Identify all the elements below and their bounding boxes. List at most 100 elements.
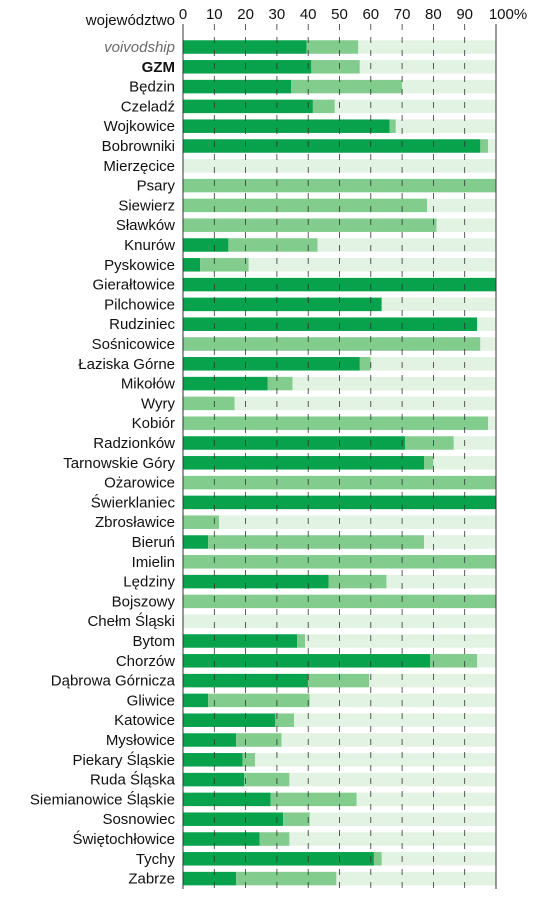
bar-segment-2-mysłowice (236, 733, 282, 747)
bar-segment-1-świętochłowice (183, 832, 260, 846)
category-label: Pilchowice (104, 296, 175, 313)
bar-segment-2-gliwice (208, 693, 310, 708)
x-tick-label: 20 (237, 6, 254, 23)
bar-segment-1-piekary-śląskie (183, 753, 243, 767)
bar-segment-3-knurów (317, 238, 496, 252)
bar-segment-1-bobrowniki (183, 139, 481, 153)
bar-segment-2-wyry (183, 396, 235, 411)
bar-segment-1-pilchowice (183, 297, 382, 312)
x-tick-label: 40 (300, 6, 317, 23)
bar-segment-1-tarnowskie-góry (183, 456, 425, 470)
category-label: Pyskowice (104, 257, 175, 274)
bar-segment-2-mikołów (267, 376, 293, 391)
bar-segment-2-sosnowiec (283, 812, 310, 826)
category-label: Knurów (124, 237, 175, 254)
category-label: województwo (85, 12, 175, 29)
bar-segment-3-wojkowice (395, 119, 496, 133)
bar-segment-1-rudziniec (183, 317, 478, 331)
bar-segment-2-lędziny (328, 574, 387, 589)
bar-segment-2-pyskowice (200, 258, 249, 272)
category-label: Łaziska Górne (78, 356, 175, 373)
bar-segment-2-tychy (373, 852, 382, 866)
bar-segment-2-świętochłowice (259, 832, 290, 846)
bar-segment-3-bytom (305, 634, 496, 648)
bar-segment-1-lędziny (183, 574, 329, 589)
category-label: Sławków (116, 217, 175, 234)
bar-segment-1-tychy (183, 852, 374, 866)
bar-segment-3-czeladź (334, 99, 496, 114)
bar-segment-3-bobrowniki (488, 139, 496, 153)
category-label: Tarnowskie Góry (63, 455, 175, 472)
bar-segment-1-bieruń (183, 535, 209, 549)
bar-segment-1-pyskowice (183, 258, 201, 272)
category-label: Bojszowy (112, 593, 176, 610)
bar-segment-1-radzionków (183, 436, 406, 450)
x-tick-label: 30 (269, 6, 286, 23)
bar-segment-2-gzm (311, 60, 360, 74)
bar-segment-3-dąbrowa-górnicza (369, 673, 496, 688)
bar-segment-1-bytom (183, 634, 298, 648)
bar-segment-1-łaziska-górne (183, 357, 360, 371)
category-label: Psary (137, 178, 176, 195)
bars-layer (183, 40, 497, 886)
x-tick-label: 0 (179, 6, 187, 23)
category-label: Bytom (132, 633, 175, 650)
category-label: Siemianowice Śląskie (30, 790, 175, 808)
x-tick-label: 50 (331, 6, 348, 23)
category-label: Świerklaniec (91, 493, 176, 511)
bar-segment-2-wojkowice (389, 119, 396, 133)
bar-segment-3-mysłowice (281, 733, 496, 747)
x-tick-label: 70 (394, 6, 411, 23)
category-label: Piekary Śląskie (72, 751, 175, 769)
x-tick-label: 10 (206, 6, 223, 23)
category-label: Rudziniec (109, 316, 175, 333)
category-label: Zabrze (128, 871, 175, 888)
bar-segment-1-czeladź (183, 99, 313, 114)
bar-segment-2-knurów (228, 238, 318, 252)
bar-segment-2-bieruń (208, 535, 425, 549)
bar-segment-3-piekary-śląskie (254, 753, 496, 767)
category-label: Kobiór (132, 415, 175, 432)
category-label: Mierzęcice (103, 158, 175, 175)
bar-segment-3-zabrze (336, 871, 496, 886)
bar-segment-3-pyskowice (248, 258, 496, 272)
bar-segment-3-bieruń (424, 535, 496, 549)
bar-segment-3-siewierz (427, 198, 496, 213)
bar-segment-1-wojkowice (183, 119, 390, 133)
category-label: Siewierz (118, 197, 175, 214)
x-tick-label: 100% (489, 6, 527, 23)
bar-segment-2-zbrosławice (183, 515, 219, 529)
bar-segment-1-gzm (183, 60, 312, 74)
bar-segment-3-voivodship (358, 40, 496, 54)
category-label: Lędziny (123, 574, 175, 591)
category-label: Chorzów (116, 653, 175, 670)
bar-segment-1-mysłowice (183, 733, 237, 747)
bar-segment-1-świerklaniec (183, 495, 496, 510)
bar-segment-3-sosnowiec (309, 812, 496, 826)
bar-segment-1-chorzów (183, 654, 431, 668)
x-tick-label: 90 (456, 6, 473, 23)
bar-segment-2-siemianowice-śląskie (270, 792, 357, 807)
category-label: Ruda Śląska (90, 771, 176, 789)
bar-segment-3-rudziniec (477, 317, 496, 331)
bar-segment-3-radzionków (453, 436, 496, 450)
bar-segment-2-ruda-śląska (244, 772, 290, 787)
bar-segment-2-bobrowniki (480, 139, 489, 153)
bar-segment-2-siewierz (183, 198, 428, 213)
bar-segment-3-wyry (234, 396, 497, 411)
bar-segment-3-kobiór (488, 416, 496, 430)
bar-segment-1-mikołów (183, 376, 268, 391)
category-label: Ożarowice (104, 475, 175, 492)
bar-segment-3-ruda-śląska (289, 772, 496, 787)
bar-segment-1-będzin (183, 79, 291, 94)
bar-segment-2-sławków (183, 218, 437, 232)
bar-segment-2-sośnicowice (183, 337, 481, 351)
bar-segment-2-chorzów (430, 654, 478, 668)
bar-segment-3-chorzów (477, 654, 496, 668)
category-label: Czeladź (121, 98, 175, 115)
category-label: Chełm Śląski (87, 612, 175, 630)
bar-segment-2-radzionków (405, 436, 454, 450)
category-label: Bieruń (132, 534, 175, 551)
